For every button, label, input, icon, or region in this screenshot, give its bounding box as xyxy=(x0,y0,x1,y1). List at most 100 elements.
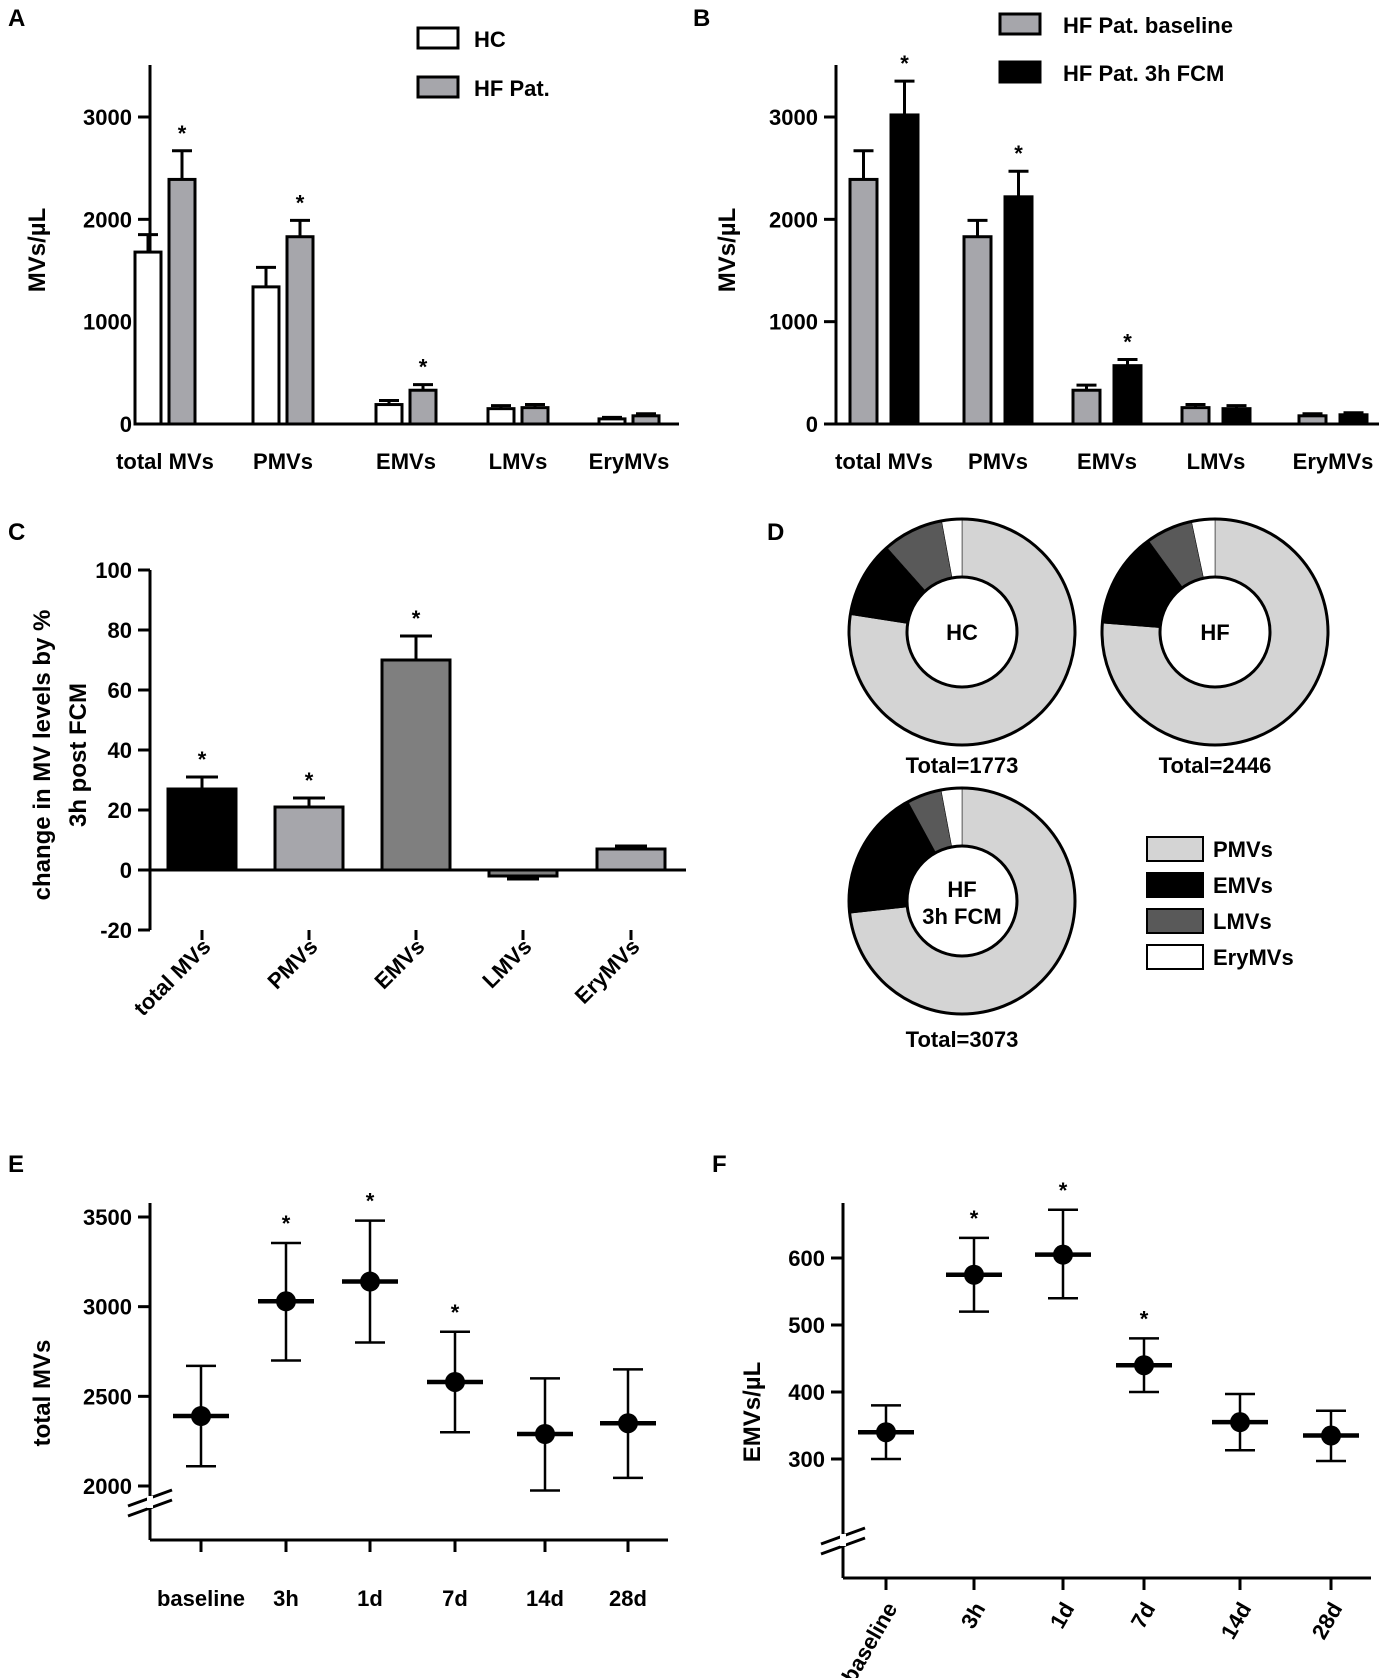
donut-inner-ring xyxy=(905,844,1019,958)
donut-total-label: Total=1773 xyxy=(906,753,1019,778)
legend-swatch xyxy=(998,60,1042,84)
significance-star: * xyxy=(1123,330,1132,355)
y-axis-label: change in MV levels by % xyxy=(29,610,56,901)
significance-star: * xyxy=(900,51,909,76)
y-tick-label: 40 xyxy=(108,738,132,763)
y-tick-label: 2000 xyxy=(769,207,818,232)
y-tick-label: 80 xyxy=(108,618,132,643)
bar-hf-pat-baseline-erymvs xyxy=(1297,414,1328,426)
bar-hf-pat-3h-fcm-erymvs xyxy=(1338,413,1369,426)
y-tick-label: 600 xyxy=(788,1246,825,1271)
bar-pmvs xyxy=(273,805,345,872)
x-tick-label: EryMVs xyxy=(1293,449,1374,474)
significance-star: * xyxy=(970,1206,979,1231)
y-tick-label: 3000 xyxy=(83,105,132,130)
panel-f: F 300 400 500 600 EMVs/µL baseline * 3h * 1d * 7d 14d… xyxy=(712,1151,1371,1678)
panel-a: A 0 1000 2000 3000 MVs/µL total MVs PMVs EMVs LMV… xyxy=(8,5,679,474)
axis-break-gap xyxy=(840,1534,846,1546)
y-axis-label: MVs/µL xyxy=(24,208,51,293)
legend-label: LMVs xyxy=(1213,909,1272,934)
bar-hc-total-mvs xyxy=(133,250,163,426)
x-tick-label: PMVs xyxy=(968,449,1028,474)
bar-hc-erymvs xyxy=(597,417,627,426)
x-tick-label: 3h xyxy=(273,1586,299,1611)
y-tick-label: 3000 xyxy=(83,1295,132,1320)
bar-hf-pat-baseline-pmvs xyxy=(962,235,993,426)
y-axis-label: MVs/µL xyxy=(714,208,741,293)
legend-swatch-erymvs xyxy=(1146,944,1204,970)
panel-letter: B xyxy=(693,5,710,32)
x-tick-label: EryMVs xyxy=(589,449,670,474)
significance-star: * xyxy=(178,121,187,146)
bar-hf-pat-3h-fcm-total-mvs xyxy=(889,113,920,426)
x-tick-label: EMVs xyxy=(376,449,436,474)
donut-center-label: HC xyxy=(946,620,978,645)
panel-e: E 2000 2500 3000 3500 total MVs baseline * 3h * 1d… xyxy=(8,1151,668,1611)
donut-outer-ring xyxy=(1100,517,1330,747)
significance-star: * xyxy=(1140,1306,1149,1331)
significance-star: * xyxy=(451,1300,460,1325)
data-point-28d xyxy=(618,1413,638,1434)
y-tick-label: 0 xyxy=(120,858,132,883)
legend-swatch-emvs xyxy=(1146,872,1204,898)
bar-total-mvs xyxy=(166,787,238,872)
x-tick-label: total MVs xyxy=(116,449,214,474)
y-tick-label: 0 xyxy=(806,412,818,437)
panel-c: C -20 0 20 40 60 80 100 total MVs * PMVs * EMVs * LMVs… xyxy=(8,519,686,1021)
significance-star: * xyxy=(305,768,314,793)
legend-label: HC xyxy=(474,27,506,52)
y-tick-label: -20 xyxy=(100,918,132,943)
data-point-14d xyxy=(1230,1412,1250,1433)
x-tick-label: 7d xyxy=(1126,1598,1160,1633)
legend-label: HF Pat. xyxy=(474,76,550,101)
bar-hf-pat-lmvs xyxy=(520,406,550,426)
donut-total-label: Total=3073 xyxy=(906,1027,1019,1052)
x-tick-label: EryMVs xyxy=(570,934,645,1009)
y-tick-label: 60 xyxy=(108,678,132,703)
y-tick-label: 1000 xyxy=(769,310,818,335)
legend-label: PMVs xyxy=(1213,837,1273,862)
bar-hf-pat-3h-fcm-lmvs xyxy=(1221,407,1252,426)
x-tick-label: baseline xyxy=(837,1598,903,1678)
panel-letter: A xyxy=(8,5,25,32)
bar-lmvs xyxy=(487,868,559,878)
y-axis-label: total MVs xyxy=(29,1340,56,1447)
data-point-14d xyxy=(535,1423,555,1444)
bar-hf-pat-baseline-emvs xyxy=(1071,388,1102,426)
significance-star: * xyxy=(198,747,207,772)
x-tick-label: 1d xyxy=(1045,1598,1079,1633)
panel-letter: E xyxy=(8,1151,24,1178)
x-tick-label: total MVs xyxy=(129,934,216,1021)
donut-outer-ring xyxy=(847,786,1077,1016)
donut-inner-ring xyxy=(1158,575,1272,689)
data-point-3h xyxy=(276,1291,296,1312)
legend-swatch-pmvs xyxy=(1146,836,1204,862)
bar-hc-lmvs xyxy=(486,407,516,426)
y-tick-label: 500 xyxy=(788,1313,825,1338)
data-point-baseline xyxy=(191,1406,211,1427)
y-tick-label: 2500 xyxy=(83,1384,132,1409)
y-tick-label: 0 xyxy=(120,412,132,437)
y-tick-label: 2000 xyxy=(83,1474,132,1499)
y-tick-label: 20 xyxy=(108,798,132,823)
legend-swatch xyxy=(416,75,460,99)
legend-label: EMVs xyxy=(1213,873,1273,898)
bar-hf-pat-baseline-lmvs xyxy=(1180,406,1211,426)
significance-star: * xyxy=(1014,141,1023,166)
data-point-3h xyxy=(964,1264,984,1285)
panel-b: B 0 1000 2000 3000 MVs/µL total MVs PMVs EMVs LMV… xyxy=(693,5,1379,474)
legend-swatch xyxy=(998,12,1042,36)
bar-hf-pat-3h-fcm-emvs xyxy=(1112,364,1143,426)
y-tick-label: 1000 xyxy=(83,310,132,335)
bar-hf-pat-baseline-total-mvs xyxy=(848,177,879,426)
significance-star: * xyxy=(412,606,421,631)
donut-center-label: 3h FCM xyxy=(922,904,1001,929)
donut-center-label: HF xyxy=(1200,620,1229,645)
x-tick-label: 28d xyxy=(1307,1598,1348,1643)
data-point-7d xyxy=(1134,1355,1154,1376)
bar-hf-pat-3h-fcm-pmvs xyxy=(1003,195,1034,426)
x-tick-label: 14d xyxy=(1216,1598,1257,1643)
y-tick-label: 400 xyxy=(788,1380,825,1405)
